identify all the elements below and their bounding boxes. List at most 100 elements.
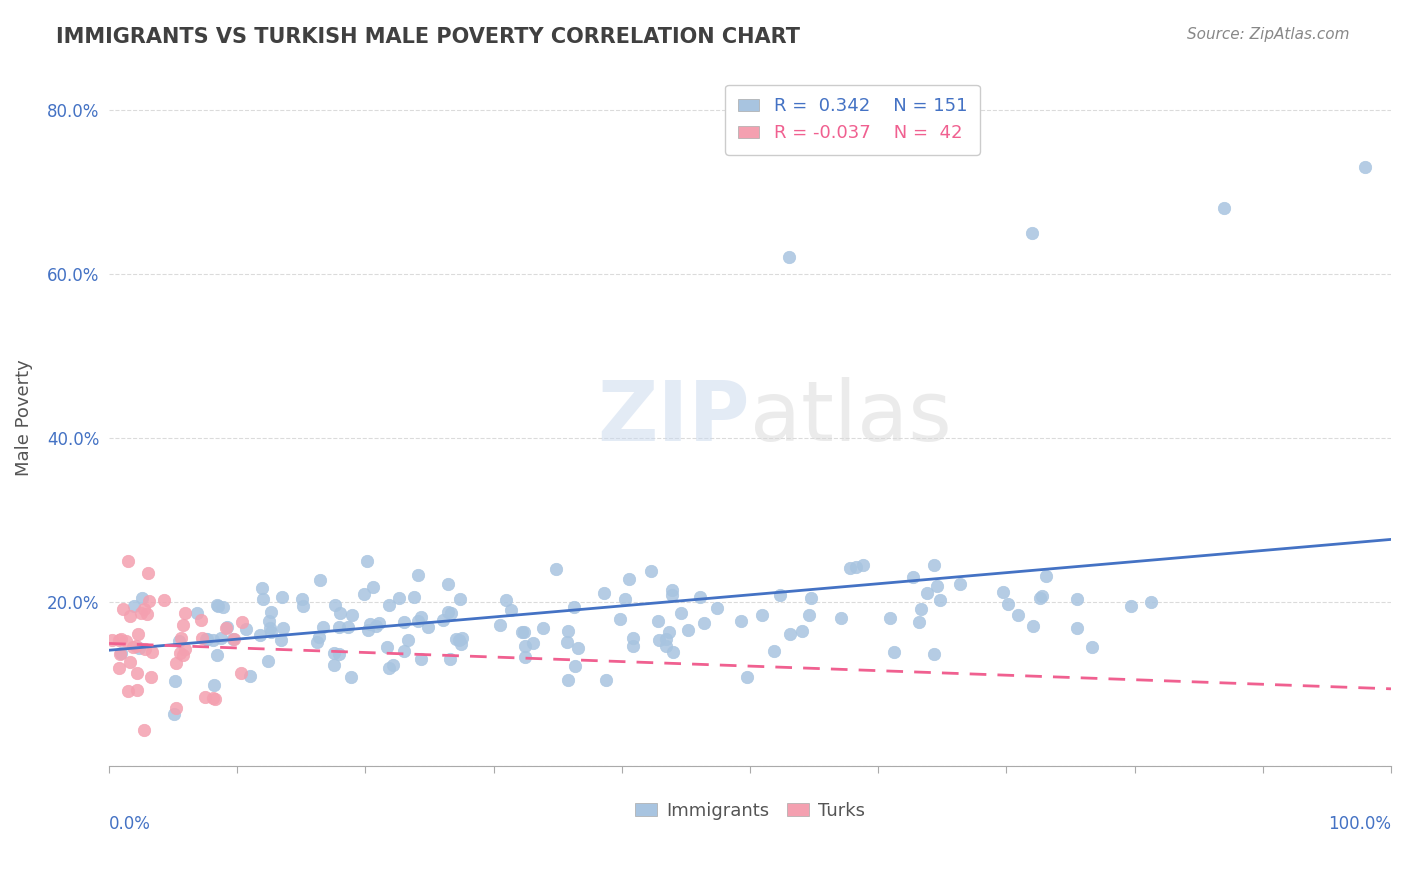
Point <box>495 592 517 607</box>
Point <box>172 648 194 663</box>
Point <box>125 682 148 697</box>
Point <box>763 643 786 657</box>
Point <box>922 647 945 661</box>
Point <box>1140 595 1163 609</box>
Point <box>564 659 586 673</box>
Point <box>169 646 191 660</box>
Point <box>557 673 579 687</box>
Point <box>195 632 218 647</box>
Point <box>706 600 728 615</box>
Point <box>1354 160 1376 174</box>
Point <box>117 684 139 698</box>
Point <box>204 692 226 706</box>
Point <box>640 564 662 578</box>
Point <box>291 599 314 614</box>
Point <box>125 666 148 681</box>
Point <box>378 598 401 612</box>
Point <box>201 691 224 706</box>
Point <box>378 661 401 675</box>
Point <box>408 568 430 582</box>
Point <box>676 623 699 637</box>
Point <box>778 250 800 264</box>
Point <box>221 632 243 646</box>
Point <box>190 613 212 627</box>
Point <box>136 566 159 580</box>
Point <box>751 607 773 622</box>
Point <box>409 651 432 665</box>
Text: Source: ZipAtlas.com: Source: ZipAtlas.com <box>1187 27 1350 42</box>
Point <box>922 558 945 573</box>
Point <box>122 599 145 613</box>
Point <box>432 613 454 627</box>
Point <box>513 649 536 664</box>
Point <box>1121 599 1143 613</box>
Point <box>260 624 283 639</box>
Point <box>139 670 162 684</box>
Point <box>1213 201 1236 215</box>
Point <box>110 632 132 647</box>
Point <box>621 631 644 645</box>
Point <box>329 607 352 621</box>
Point <box>619 572 641 586</box>
Point <box>165 657 187 671</box>
Point <box>388 591 411 606</box>
Point <box>211 599 233 614</box>
Point <box>291 591 314 606</box>
Point <box>270 591 292 605</box>
Point <box>207 648 229 662</box>
Point <box>252 591 274 606</box>
Point <box>259 621 281 635</box>
Point <box>138 593 160 607</box>
Point <box>879 611 901 625</box>
Point <box>790 624 813 639</box>
Point <box>207 599 229 614</box>
Point <box>108 660 131 674</box>
Point <box>693 615 716 630</box>
Text: atlas: atlas <box>749 377 952 458</box>
Point <box>533 621 555 635</box>
Point <box>1022 619 1045 633</box>
Point <box>440 606 463 620</box>
Point <box>450 637 472 651</box>
Point <box>375 640 398 655</box>
Point <box>323 657 346 672</box>
Point <box>654 632 676 647</box>
Point <box>437 605 460 619</box>
Point <box>312 620 335 634</box>
Point <box>658 624 681 639</box>
Point <box>1066 592 1088 607</box>
Point <box>202 678 225 692</box>
Point <box>562 599 585 614</box>
Point <box>328 647 350 661</box>
Point <box>595 673 617 687</box>
Point <box>127 627 149 641</box>
Text: IMMIGRANTS VS TURKISH MALE POVERTY CORRELATION CHART: IMMIGRANTS VS TURKISH MALE POVERTY CORRE… <box>56 27 800 46</box>
Point <box>544 562 567 576</box>
Point <box>730 614 752 628</box>
Point <box>392 615 415 629</box>
Point <box>489 618 512 632</box>
Point <box>928 593 950 607</box>
Point <box>404 590 426 604</box>
Point <box>357 623 380 637</box>
Point <box>224 632 246 646</box>
Point <box>567 640 589 655</box>
Point <box>194 690 217 704</box>
Point <box>1035 569 1057 583</box>
Point <box>166 701 188 715</box>
Point <box>927 579 949 593</box>
Point <box>915 586 938 600</box>
Point <box>356 554 378 568</box>
Point <box>108 633 131 648</box>
Point <box>209 631 232 645</box>
Point <box>259 614 281 628</box>
Point <box>1080 640 1102 655</box>
Point <box>661 588 683 602</box>
Point <box>215 621 238 635</box>
Point <box>901 570 924 584</box>
Point <box>557 624 579 639</box>
Point <box>259 605 281 619</box>
Point <box>135 607 157 621</box>
Point <box>110 646 132 660</box>
Point <box>323 599 346 613</box>
